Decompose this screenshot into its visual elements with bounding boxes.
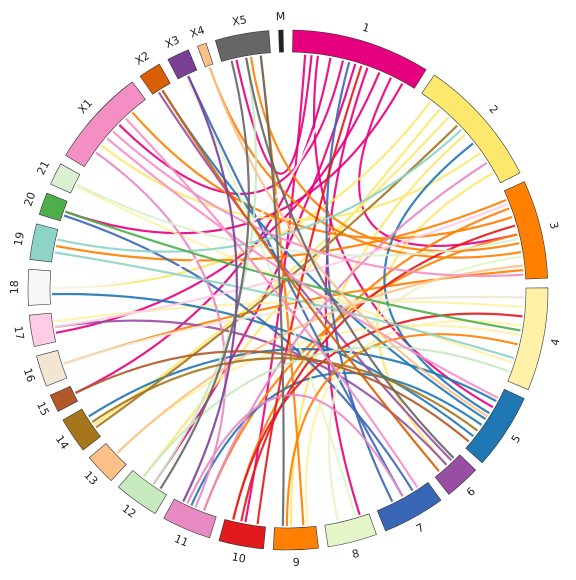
segment-arc [278, 29, 284, 53]
segment-label: 9 [293, 556, 300, 569]
chord-link [245, 57, 455, 459]
segment-arc [214, 30, 271, 62]
segment-label: 15 [34, 400, 52, 418]
segment-arc [197, 42, 214, 68]
chord-link [63, 214, 414, 492]
segment-arc [88, 443, 127, 482]
segment-label: X5 [231, 13, 248, 28]
chord-link [235, 55, 313, 175]
chord-link [95, 124, 459, 429]
chord-link [55, 71, 381, 334]
segment-arc [507, 287, 549, 390]
segment-label: 2 [486, 103, 500, 117]
chord-link [54, 251, 515, 360]
chord-link [244, 54, 307, 523]
chord-link [142, 345, 510, 478]
segment-label: 20 [22, 190, 39, 208]
segment-arc [36, 350, 68, 387]
segment-label: 5 [509, 433, 524, 446]
chord-link [232, 312, 523, 520]
segment-arc [434, 454, 477, 495]
chord-link [259, 55, 285, 526]
segment-label: 4 [548, 337, 562, 346]
segment-arc [50, 163, 81, 194]
chord-link [76, 183, 519, 257]
chord-link [142, 108, 441, 478]
segment-arc [29, 223, 59, 263]
segment-label: 7 [414, 521, 426, 536]
chord-link [376, 172, 494, 466]
segment-label: 16 [21, 366, 38, 383]
segment-arc [118, 470, 167, 514]
chord-link [208, 66, 489, 418]
segment-label: 8 [351, 547, 361, 561]
segment-label: 11 [172, 532, 190, 549]
segment-arc [167, 49, 198, 80]
segment-label: 13 [81, 469, 100, 488]
chord-link [240, 224, 516, 522]
segment-arc [139, 63, 171, 95]
segment-arc [218, 519, 266, 550]
links [52, 54, 524, 527]
chord-link [95, 151, 227, 508]
segment-label: X3 [163, 33, 182, 51]
segment-arc [49, 385, 78, 412]
segment-label: 17 [11, 325, 26, 341]
segment-label: 19 [12, 231, 27, 247]
segment-arc [65, 81, 146, 168]
chord-link [190, 371, 483, 506]
chord-link [202, 162, 488, 511]
segment-label: X2 [133, 49, 152, 68]
segment-arc [376, 482, 442, 532]
chord-link [57, 129, 463, 253]
segment-label: X1 [76, 97, 95, 117]
segment-label: 1 [361, 21, 371, 35]
chord-link [106, 137, 499, 399]
segment-label: 21 [34, 159, 52, 177]
chord-link [52, 292, 474, 438]
segment-arc [38, 192, 68, 222]
segment-arc [28, 312, 57, 347]
chord-link [383, 142, 490, 415]
segment-arc [465, 388, 525, 464]
chord-link [55, 198, 507, 262]
segment-arc [421, 74, 521, 184]
segment-arc [503, 181, 549, 280]
segment-label: 6 [464, 485, 478, 499]
segment-label: 3 [547, 221, 561, 231]
segment-label: M [276, 10, 286, 23]
segment-arc [292, 29, 427, 89]
segment-label: 14 [53, 433, 72, 452]
chord-link [65, 83, 404, 235]
segment-arc [62, 408, 101, 451]
chord-link [249, 56, 520, 252]
segment-arc [163, 498, 217, 539]
chord-link [53, 299, 524, 323]
segment-label: 12 [119, 502, 138, 521]
chord-link [54, 203, 509, 329]
segment-arc [27, 268, 52, 306]
segment-arc [272, 526, 319, 551]
chord-link [182, 75, 238, 502]
segment-label: 18 [8, 280, 21, 294]
segment-label: 10 [231, 550, 247, 565]
segment-arc [324, 513, 377, 548]
chord-link [187, 75, 404, 497]
segment-label: X4 [188, 23, 206, 40]
chord-link [118, 60, 345, 195]
chord-link [285, 333, 518, 527]
chord-link [75, 350, 470, 443]
chord-link [152, 57, 258, 485]
chord-link [52, 58, 338, 289]
chord-link [161, 89, 440, 473]
chord-link [159, 60, 250, 490]
